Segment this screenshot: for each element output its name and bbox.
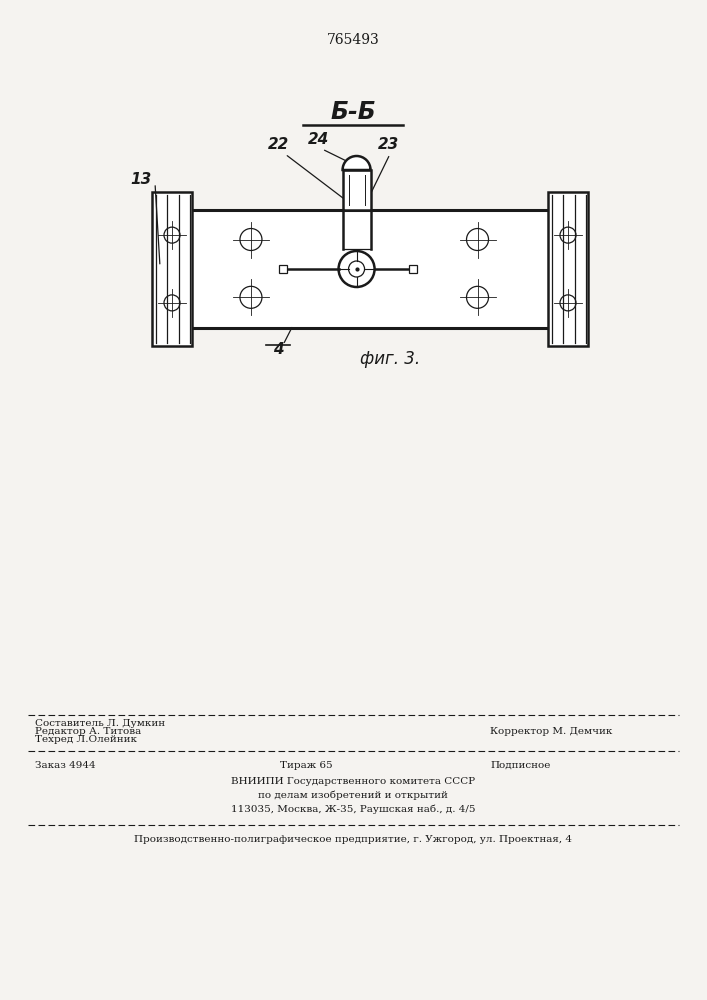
Text: 113035, Москва, Ж-35, Раушская наб., д. 4/5: 113035, Москва, Ж-35, Раушская наб., д. … [230,804,475,814]
Wedge shape [343,156,370,170]
Text: 23: 23 [378,137,399,152]
Text: 4: 4 [273,342,284,357]
Text: 22: 22 [267,137,288,152]
Bar [279,265,286,273]
Text: Б-Б: Б-Б [330,100,376,124]
Text: по делам изобретений и открытий: по делам изобретений и открытий [258,790,448,800]
Text: Подписное: Подписное [490,760,550,770]
Bar [409,265,416,273]
Text: 765493: 765493 [327,33,380,47]
Bar [152,192,192,346]
Text: Тираж 65: Тираж 65 [280,760,332,770]
Text: Составитель Л. Думкин: Составитель Л. Думкин [35,718,165,728]
Text: Техред Л.Олейник: Техред Л.Олейник [35,734,137,744]
Text: 24: 24 [308,132,329,147]
Text: Заказ 4944: Заказ 4944 [35,760,95,770]
Bar [343,170,370,210]
Text: фиг. 3.: фиг. 3. [360,350,420,368]
Text: Производственно-полиграфическое предприятие, г. Ужгород, ул. Проектная, 4: Производственно-полиграфическое предприя… [134,834,572,844]
Bar [178,210,562,328]
Text: Корректор М. Демчик: Корректор М. Демчик [490,726,612,736]
Text: ВНИИПИ Государственного комитета СССР: ВНИИПИ Государственного комитета СССР [231,776,475,786]
Text: 13: 13 [131,172,152,188]
Text: Редактор А. Титова: Редактор А. Титова [35,726,141,736]
Bar [548,192,588,346]
